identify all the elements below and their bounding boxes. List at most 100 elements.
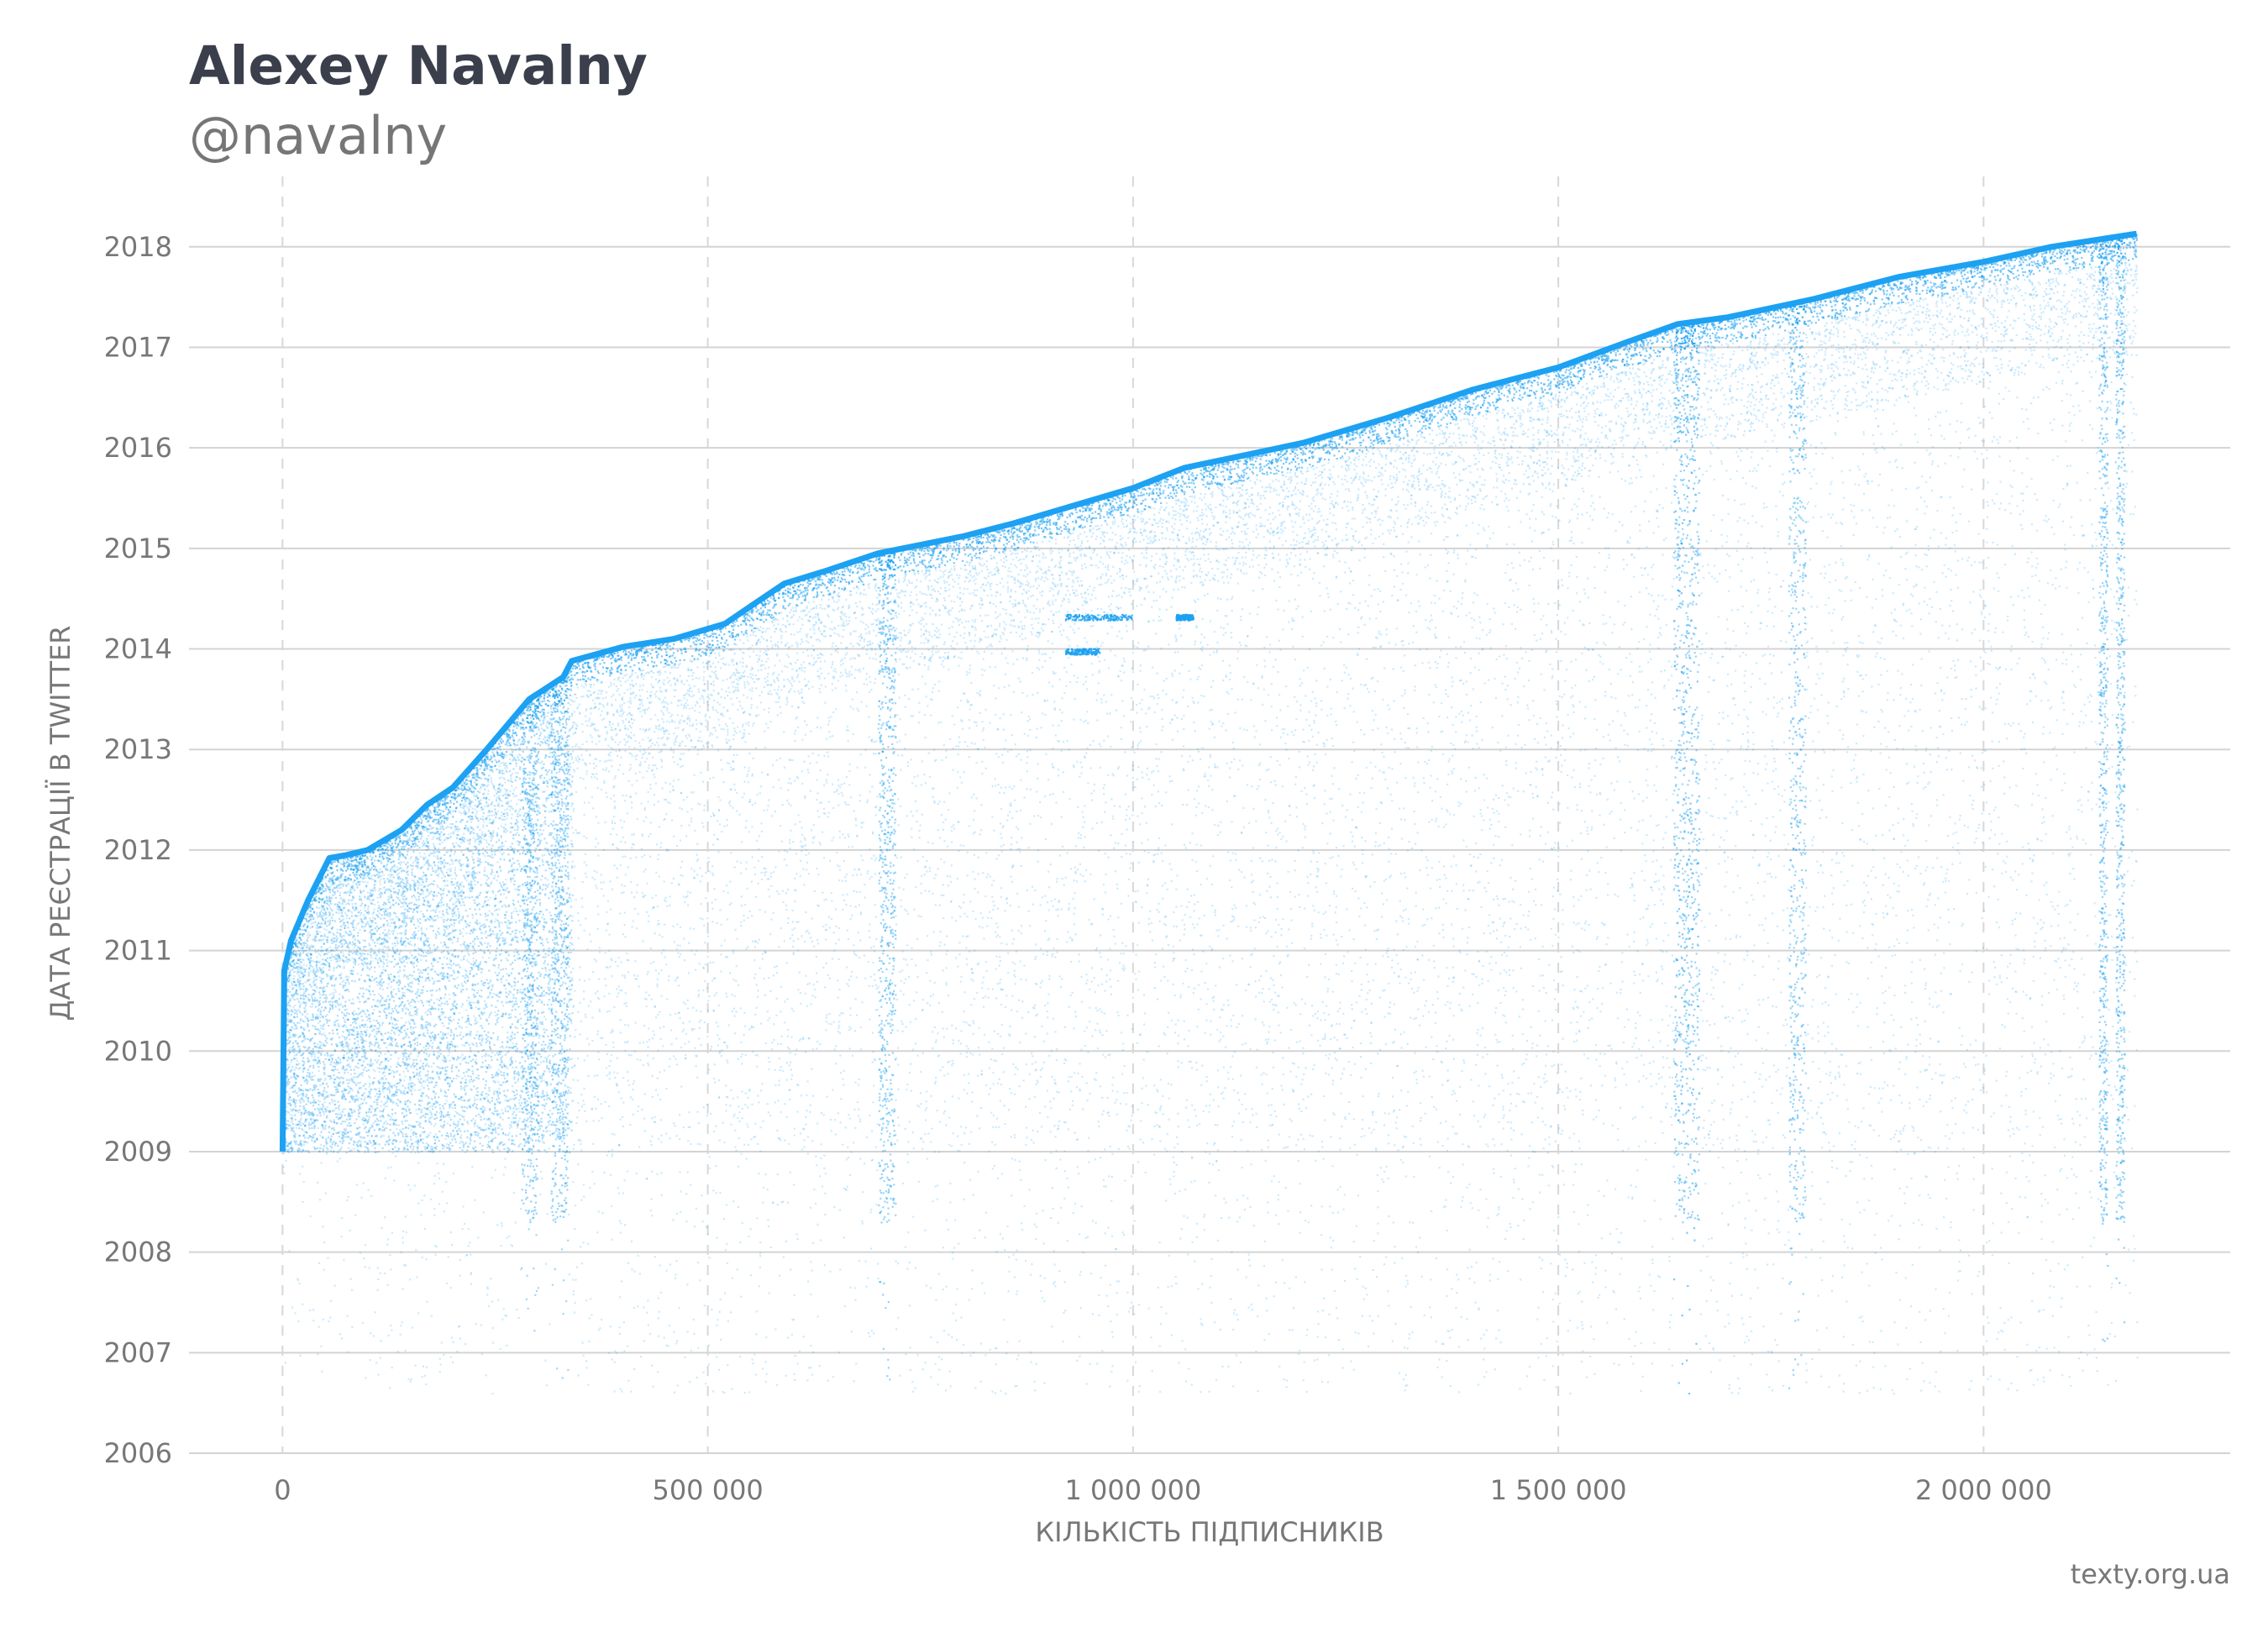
- scatter-point: [858, 587, 860, 590]
- scatter-point: [1610, 375, 1613, 378]
- scatter-point: [827, 811, 830, 814]
- scatter-point: [806, 640, 808, 643]
- scatter-point: [654, 969, 657, 972]
- scatter-point: [1457, 554, 1459, 556]
- scatter-point: [1677, 606, 1680, 608]
- scatter-point: [547, 720, 549, 722]
- scatter-point: [1490, 956, 1493, 958]
- scatter-point: [1117, 675, 1120, 678]
- scatter-point: [781, 890, 784, 892]
- scatter-point: [378, 912, 381, 915]
- scatter-point: [1244, 556, 1247, 559]
- scatter-point: [657, 1094, 659, 1096]
- scatter-point: [369, 869, 371, 871]
- scatter-point: [1757, 314, 1761, 317]
- scatter-point: [558, 690, 560, 692]
- scatter-point: [300, 1017, 302, 1020]
- scatter-point: [341, 1089, 344, 1093]
- scatter-point: [1583, 922, 1587, 925]
- scatter-point: [1556, 703, 1558, 706]
- scatter-point: [1187, 1119, 1189, 1121]
- scatter-point: [1299, 470, 1302, 473]
- scatter-point: [437, 806, 439, 808]
- scatter-point: [1991, 323, 1993, 326]
- scatter-point: [1000, 887, 1003, 890]
- scatter-point: [1012, 549, 1015, 551]
- scatter-point: [707, 1000, 710, 1002]
- scatter-point: [827, 1379, 829, 1382]
- scatter-point: [1772, 1147, 1774, 1149]
- scatter-point: [941, 623, 943, 626]
- scatter-point: [890, 1082, 892, 1085]
- scatter-point: [793, 680, 795, 682]
- scatter-point: [1495, 1038, 1498, 1041]
- scatter-point: [1578, 1290, 1581, 1293]
- scatter-point: [436, 813, 438, 816]
- scatter-point: [1190, 969, 1193, 972]
- scatter-point: [512, 1098, 514, 1100]
- scatter-point: [1945, 769, 1948, 771]
- scatter-point: [766, 809, 769, 811]
- scatter-point: [552, 1066, 554, 1068]
- scatter-point: [759, 1266, 761, 1268]
- scatter-point: [824, 1173, 827, 1175]
- scatter-point: [858, 635, 860, 638]
- scatter-point: [1326, 685, 1329, 688]
- scatter-point: [858, 576, 860, 579]
- scatter-point: [2058, 1118, 2061, 1121]
- scatter-point: [606, 759, 608, 762]
- scatter-point: [1989, 780, 1992, 783]
- scatter-point: [1900, 298, 1903, 302]
- scatter-point: [1834, 315, 1837, 318]
- scatter-point: [959, 1053, 962, 1055]
- scatter-point: [1430, 749, 1432, 752]
- scatter-point: [439, 816, 442, 819]
- scatter-point: [570, 843, 572, 845]
- scatter-point: [506, 802, 508, 805]
- scatter-point: [1958, 269, 1961, 272]
- scatter-point: [1565, 397, 1568, 400]
- scatter-point: [1267, 1146, 1269, 1148]
- scatter-point: [690, 739, 692, 742]
- scatter-point: [1913, 373, 1916, 375]
- scatter-point: [1221, 488, 1223, 491]
- scatter-point: [1529, 829, 1531, 832]
- scatter-point: [1704, 418, 1706, 421]
- scatter-point: [1186, 528, 1189, 530]
- scatter-point: [312, 1309, 315, 1311]
- scatter-point: [349, 950, 352, 953]
- scatter-point: [483, 902, 486, 905]
- scatter-point: [1578, 1140, 1581, 1142]
- scatter-point: [1108, 538, 1111, 541]
- scatter-point: [1022, 1079, 1025, 1082]
- scatter-point: [1032, 612, 1035, 614]
- scatter-point: [627, 1024, 630, 1026]
- scatter-point: [1572, 478, 1574, 480]
- scatter-point: [459, 1056, 462, 1058]
- scatter-point: [1923, 601, 1925, 603]
- scatter-point: [577, 919, 580, 922]
- scatter-point: [681, 764, 684, 767]
- scatter-point: [786, 1035, 789, 1037]
- scatter-point: [639, 695, 642, 697]
- scatter-point: [1656, 488, 1658, 491]
- scatter-point: [853, 868, 856, 870]
- scatter-point: [353, 1010, 355, 1012]
- scatter-point: [1611, 513, 1614, 516]
- scatter-point: [719, 909, 722, 911]
- scatter-point: [1242, 826, 1245, 828]
- scatter-point: [1087, 1051, 1089, 1053]
- scatter-point: [1524, 382, 1526, 385]
- scatter-point: [1063, 1121, 1066, 1124]
- scatter-point: [1931, 867, 1935, 869]
- scatter-point: [969, 1052, 972, 1054]
- scatter-point: [1236, 568, 1239, 570]
- scatter-point: [1493, 857, 1495, 859]
- scatter-point: [1001, 564, 1004, 567]
- scatter-point: [881, 604, 884, 606]
- scatter-point: [350, 911, 354, 914]
- scatter-point: [498, 908, 501, 911]
- scatter-point: [844, 669, 847, 671]
- scatter-point: [1003, 627, 1005, 629]
- scatter-point: [1434, 661, 1436, 664]
